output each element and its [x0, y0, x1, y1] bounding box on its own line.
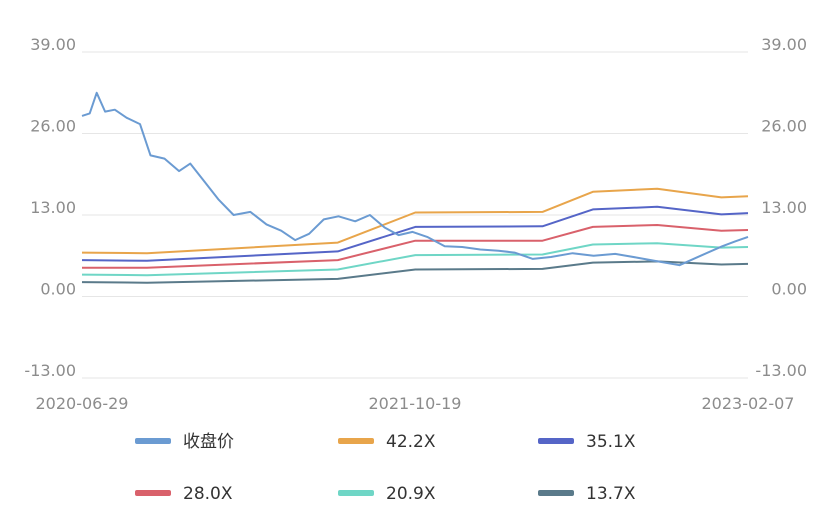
series-line-20.9X [81, 242, 749, 277]
x-tick-label: 2023-02-07 [702, 394, 795, 413]
legend-label: 13.7X [586, 484, 636, 504]
y-tick-left: 39.00 [30, 35, 76, 54]
legend-label: 35.1X [586, 432, 636, 452]
legend-swatch [538, 438, 574, 444]
legend: 收盘价 42.2X 35.1X 28.0X 20.9X 13.7X [135, 432, 636, 504]
y-tick-left: 0.00 [40, 280, 76, 299]
legend-swatch [135, 438, 171, 444]
series-line-28.0X [82, 224, 749, 269]
y-tick-right: 0.00 [771, 280, 807, 299]
x-axis: 2020-06-29 2021-10-19 2023-02-07 [36, 394, 795, 413]
legend-label: 42.2X [386, 432, 436, 452]
grid-lines [82, 51, 748, 379]
x-tick-label: 2020-06-29 [36, 394, 129, 413]
legend-label: 收盘价 [183, 432, 234, 452]
y-tick-right: -13.00 [755, 361, 807, 380]
y-tick-left: 26.00 [30, 117, 76, 136]
legend-swatch [338, 438, 374, 444]
legend-swatch [538, 490, 574, 496]
y-tick-left: -13.00 [24, 361, 76, 380]
legend-swatch [135, 490, 171, 496]
series-line-13.7X [81, 260, 749, 284]
y-axis-left: 39.00 26.00 13.00 0.00 -13.00 [24, 35, 76, 380]
x-tick-label: 2021-10-19 [369, 394, 462, 413]
y-tick-right: 26.00 [761, 117, 807, 136]
legend-label: 20.9X [386, 484, 436, 504]
series-lines [81, 91, 749, 284]
y-tick-right: 39.00 [761, 35, 807, 54]
y-axis-right: 39.00 26.00 13.00 0.00 -13.00 [755, 35, 807, 380]
legend-swatch [338, 490, 374, 496]
series-line-收盘价 [81, 91, 749, 267]
series-line-35.1X [81, 205, 749, 262]
legend-label: 28.0X [183, 484, 233, 504]
series-line-42.2X [81, 187, 749, 255]
y-tick-right: 13.00 [761, 198, 807, 217]
y-tick-left: 13.00 [30, 198, 76, 217]
